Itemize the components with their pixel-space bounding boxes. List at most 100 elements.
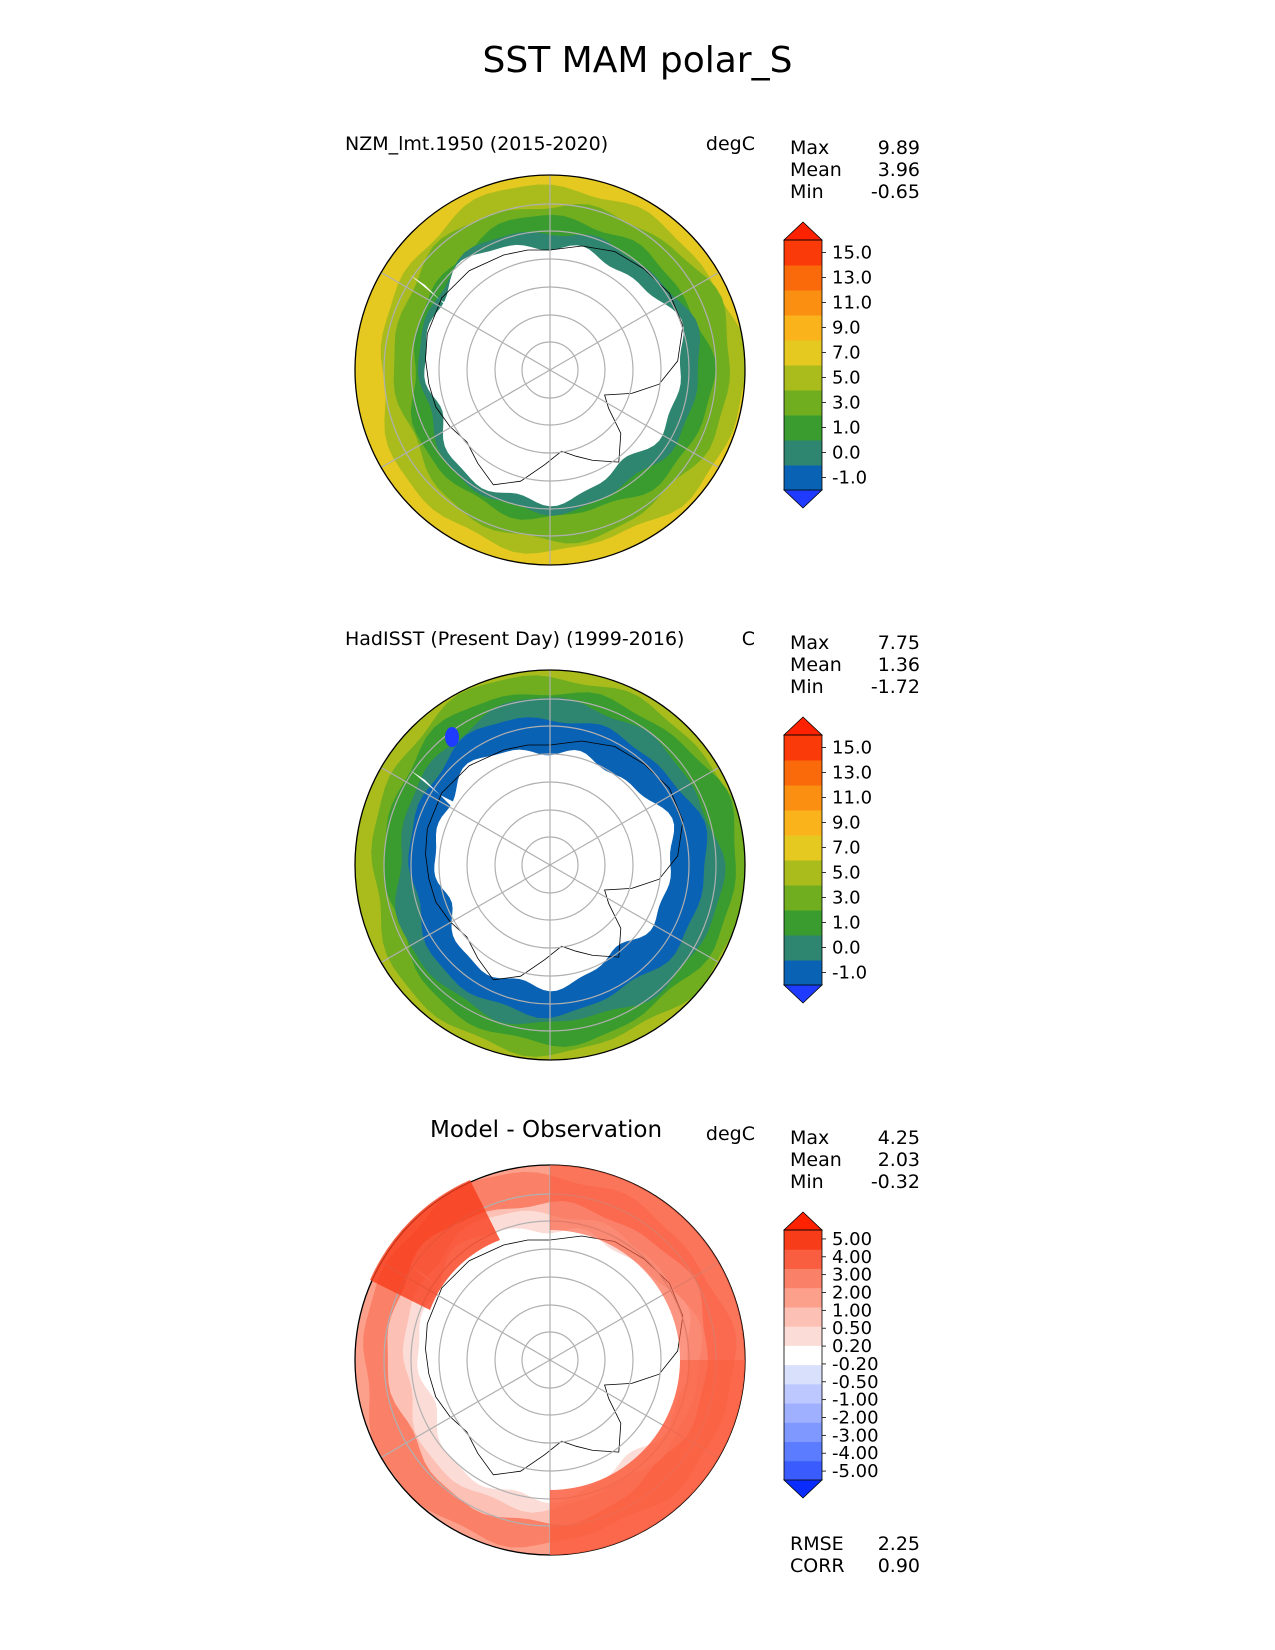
colorbar-tick-label: -1.00 xyxy=(832,1390,879,1411)
stat-min: Min -0.32 xyxy=(790,1171,920,1193)
colorbar-tick-label: 3.0 xyxy=(832,888,861,909)
panel-model: NZM_lmt.1950 (2015-2020) degC Max 9.89 Me… xyxy=(0,125,1275,615)
colorbar-tick-label: 13.0 xyxy=(832,763,872,784)
colorbar-bin xyxy=(784,760,822,786)
polar-map xyxy=(354,669,746,1061)
map-boundary xyxy=(354,174,746,566)
colorbar-bin xyxy=(784,1364,822,1385)
colorbar-tick-label: -2.00 xyxy=(832,1408,879,1429)
longitude-line xyxy=(380,271,551,371)
colorbar-tick-label: 7.0 xyxy=(832,838,861,859)
colorbar-frame xyxy=(783,239,823,491)
sea-ice-mask xyxy=(417,1228,691,1504)
colorbar-bin xyxy=(784,810,822,836)
colorbar-bin xyxy=(784,1249,822,1269)
longitude-line xyxy=(380,766,551,866)
sst-field xyxy=(355,670,745,1060)
colorbar-tick-label: 0.0 xyxy=(832,938,861,959)
colorbar-bin xyxy=(784,1287,822,1308)
colorbar-frame xyxy=(783,1229,823,1481)
colorbar-bin xyxy=(784,1403,822,1423)
colorbar-tick-label: 2.00 xyxy=(832,1283,872,1304)
panel-title: NZM_lmt.1950 (2015-2020) xyxy=(345,133,609,155)
stat-mean: Mean 3.96 xyxy=(790,159,920,181)
panel-difference: Model - Observation degC Max 4.25 Mean 2.0… xyxy=(0,1115,1275,1625)
colorbar-bin xyxy=(784,390,822,416)
longitude-line xyxy=(549,766,720,866)
colorbar-tick-label: 5.00 xyxy=(832,1229,872,1250)
colorbar-bin xyxy=(784,315,822,341)
panel-title: Model - Observation xyxy=(430,1117,663,1143)
panel-title: HadISST (Present Day) (1999-2016) xyxy=(345,628,685,650)
figure-title: SST MAM polar_S xyxy=(482,40,793,81)
colorbar-bin xyxy=(784,1441,822,1462)
stats-block: Max 7.75 Mean 1.36 Min -1.72 xyxy=(790,632,920,698)
colorbar-tick-label: 0.0 xyxy=(832,443,861,464)
colorbar-tick-label: -1.0 xyxy=(832,963,867,984)
colorbar-extend-min xyxy=(782,1479,824,1499)
colorbar-tick-label: 5.0 xyxy=(832,368,861,389)
polar-map xyxy=(354,1164,746,1556)
colorbar-tick-label: -5.00 xyxy=(832,1461,879,1482)
colorbar-bin xyxy=(784,290,822,316)
warm-sector xyxy=(550,1165,745,1360)
colorbar-bin xyxy=(784,1326,822,1346)
colorbar-bin xyxy=(784,835,822,861)
colorbar-tick-label: 3.00 xyxy=(832,1265,872,1286)
stat-mean: Mean 1.36 xyxy=(790,654,920,676)
warm-sector xyxy=(550,1360,745,1555)
colorbar-tick-label: 5.0 xyxy=(832,863,861,884)
colorbar-extend-min xyxy=(782,984,824,1004)
colorbar-tick-label: 15.0 xyxy=(832,738,872,759)
colorbar-bin xyxy=(784,1268,822,1289)
colorbar-extend-max xyxy=(782,1211,824,1231)
metric-corr: CORR 0.90 xyxy=(790,1555,920,1577)
longitude-line xyxy=(380,864,551,964)
longitude-line xyxy=(549,864,720,964)
colorbar-tick-label: 1.00 xyxy=(832,1300,872,1321)
colorbar-tick-label: -0.50 xyxy=(832,1372,879,1393)
colorbar-bin xyxy=(784,440,822,466)
colorbar-extend-max xyxy=(782,221,824,241)
longitude-line xyxy=(380,369,551,469)
colorbar-tick-label: 9.0 xyxy=(832,318,861,339)
colorbar-tick-label: -0.20 xyxy=(832,1354,879,1375)
colorbar-extend-max xyxy=(782,716,824,736)
units-label: degC xyxy=(705,1123,755,1145)
colorbar-tick-label: -1.0 xyxy=(832,468,867,489)
colorbar-tick-label: 9.0 xyxy=(832,813,861,834)
colorbar: 15.0 13.0 11.0 9.0 7.0 5.0 3.0 1.0 0.0 -1.0 xyxy=(782,221,872,509)
colorbar-tick-label: 0.50 xyxy=(832,1318,872,1339)
colorbar-bin xyxy=(784,960,822,986)
colorbar-tick-label: 4.00 xyxy=(832,1247,872,1268)
stat-mean: Mean 2.03 xyxy=(790,1149,920,1171)
colorbar-tick-label: 13.0 xyxy=(832,268,872,289)
colorbar-extend-min xyxy=(782,489,824,509)
polar-map xyxy=(354,174,746,566)
cold-patch xyxy=(445,727,459,747)
colorbar-bin xyxy=(784,415,822,441)
colorbar-bin xyxy=(784,935,822,961)
colorbar-tick-label: 1.0 xyxy=(832,418,861,439)
colorbar-bin xyxy=(784,1230,822,1250)
colorbar-bin xyxy=(784,240,822,266)
colorbar-bin xyxy=(784,1345,822,1366)
colorbar-tick-label: 0.20 xyxy=(832,1336,872,1357)
stats-block: Max 4.25 Mean 2.03 Min -0.32 xyxy=(790,1127,920,1193)
colorbar-bin xyxy=(784,265,822,291)
colorbar-bin xyxy=(784,735,822,761)
longitude-line xyxy=(380,1359,551,1459)
longitude-line xyxy=(549,271,720,371)
colorbar-bin xyxy=(784,785,822,811)
stat-max: Max 9.89 xyxy=(790,137,920,159)
units-label: C xyxy=(741,628,755,650)
colorbar-bin xyxy=(784,1460,822,1481)
colorbar: 5.004.003.002.001.000.500.20-0.20-0.50-1… xyxy=(782,1211,879,1499)
coastline xyxy=(425,740,684,981)
longitude-line xyxy=(549,369,720,469)
colorbar-tick-label: 7.0 xyxy=(832,343,861,364)
colorbar-bin xyxy=(784,465,822,491)
panel-observation: HadISST (Present Day) (1999-2016) C Max 7… xyxy=(0,620,1275,1110)
colorbar-tick-label: -3.00 xyxy=(832,1425,879,1446)
